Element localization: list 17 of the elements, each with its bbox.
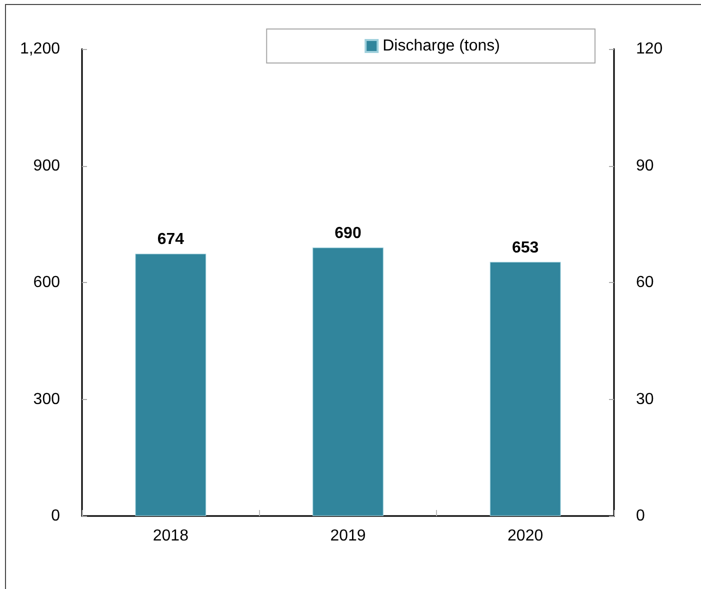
x-tick-label: 2019 [330,528,366,544]
x-tick-label: 2018 [152,528,189,544]
y2-tick-label: 120 [636,40,663,58]
y2-tick-label: 0 [636,508,645,524]
y-tick-label: 600 [33,274,60,291]
y-tick-label: 0 [51,508,60,524]
y2-tick-label: 60 [636,274,654,291]
legend-label: Discharge (tons) [382,38,500,54]
y2-tick-label: 30 [636,390,654,408]
y-tick-label: 1,200 [20,40,60,58]
data-label: 690 [334,224,362,242]
data-label: 653 [512,239,539,256]
y-tick-label: 900 [33,157,60,174]
x-tick-label: 2020 [508,528,544,544]
y2-tick-label: 90 [636,157,654,174]
y-tick-label: 300 [33,390,60,408]
data-label: 674 [157,231,184,248]
